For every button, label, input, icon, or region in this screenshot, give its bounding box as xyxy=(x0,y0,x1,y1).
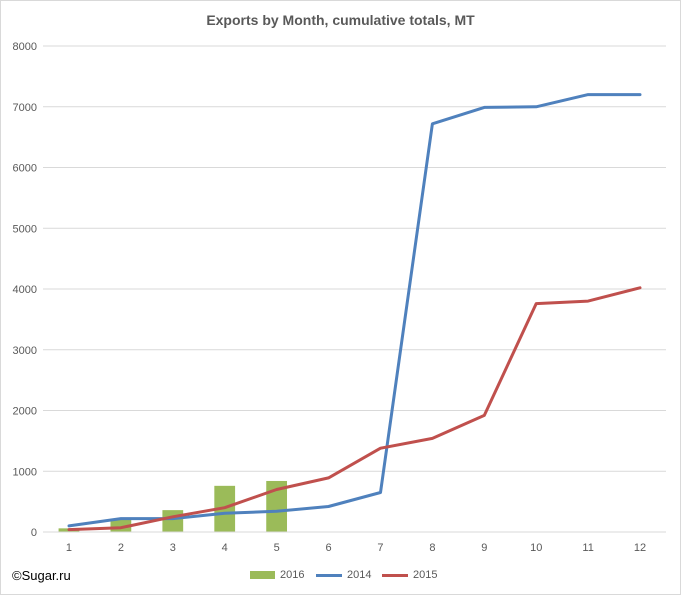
x-tick-label-9: 9 xyxy=(481,542,487,554)
x-tick-label-7: 7 xyxy=(377,542,383,554)
legend-swatch-2014 xyxy=(316,573,342,577)
credit-text: ©Sugar.ru xyxy=(12,568,71,583)
legend-swatch-2015 xyxy=(382,573,408,577)
legend-swatch-2016 xyxy=(250,571,275,579)
legend-item-2016: 2016 xyxy=(250,568,304,582)
y-tick-label-2000: 2000 xyxy=(13,406,37,418)
x-tick-label-12: 12 xyxy=(634,542,646,554)
line-series xyxy=(67,93,642,532)
x-tick-label-3: 3 xyxy=(170,542,176,554)
x-tick-label-2: 2 xyxy=(118,542,124,554)
bar-2016-month-5 xyxy=(266,480,288,532)
line-series-2014 xyxy=(67,93,642,528)
y-tick-label-0: 0 xyxy=(31,527,37,539)
y-tick-label-7000: 7000 xyxy=(13,102,37,114)
legend-label-2014: 2014 xyxy=(347,569,372,581)
x-tick-label-1: 1 xyxy=(66,542,72,554)
x-tick-label-11: 11 xyxy=(582,542,593,554)
y-tick-label-5000: 5000 xyxy=(13,223,37,235)
gridlines xyxy=(43,45,666,472)
y-tick-label-4000: 4000 xyxy=(13,284,37,296)
chart-title: Exports by Month, cumulative totals, MT xyxy=(206,12,475,28)
legend-label-2015: 2015 xyxy=(413,569,438,581)
bar-series-2016 xyxy=(58,480,288,532)
x-tick-label-10: 10 xyxy=(530,542,542,554)
y-tick-label-1000: 1000 xyxy=(13,466,37,478)
x-tick-label-6: 6 xyxy=(325,542,331,554)
y-tick-label-8000: 8000 xyxy=(13,41,37,53)
y-tick-label-3000: 3000 xyxy=(13,345,37,357)
legend-item-2015: 2015 xyxy=(382,568,437,582)
legend-item-2014: 2014 xyxy=(316,568,371,582)
legend-label-2016: 2016 xyxy=(280,569,305,581)
x-tick-label-5: 5 xyxy=(274,542,280,554)
x-tick-label-8: 8 xyxy=(429,542,435,554)
line-series-2015 xyxy=(67,286,642,532)
bar-2016-month-3 xyxy=(162,510,184,532)
x-tick-label-4: 4 xyxy=(222,542,228,554)
y-tick-label-6000: 6000 xyxy=(13,163,37,175)
